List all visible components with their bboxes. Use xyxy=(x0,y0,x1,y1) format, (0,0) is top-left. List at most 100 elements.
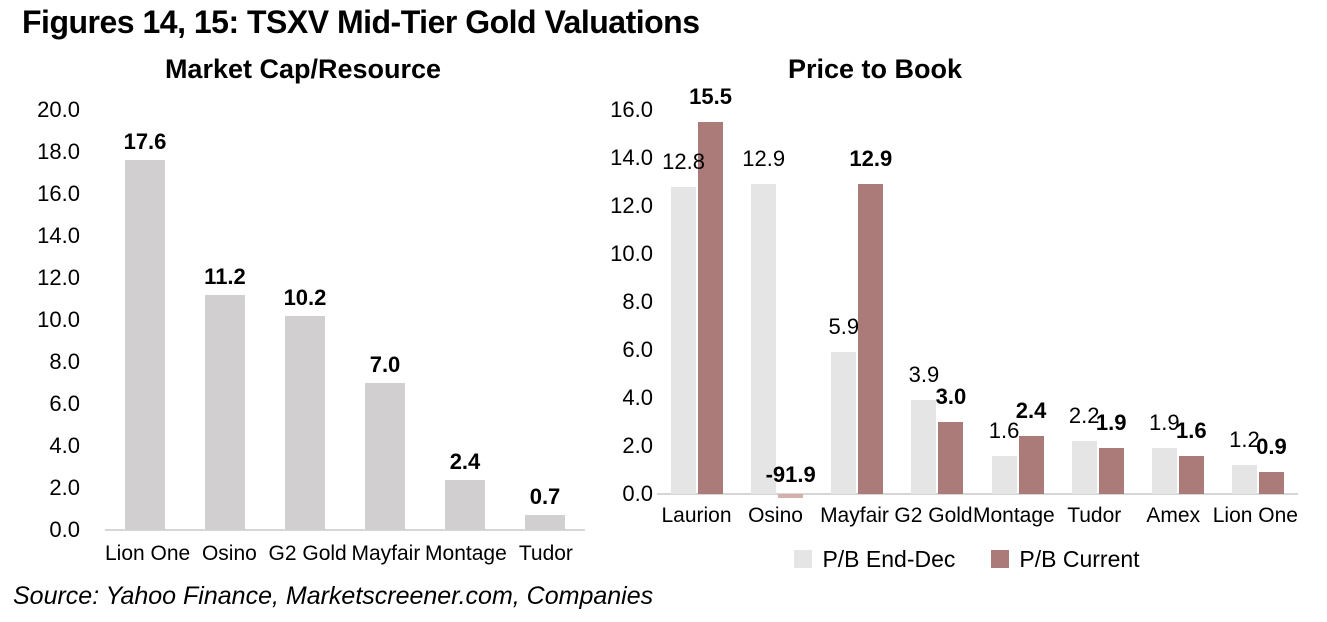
bar-value-label: 17.6 xyxy=(123,129,167,155)
y-axis-tick-label: 12.0 xyxy=(610,193,653,218)
x-category-label: Amex xyxy=(1146,504,1201,527)
bar-value-label: 0.9 xyxy=(1256,434,1287,460)
bar-market-cap-resource-lion-one xyxy=(124,160,165,530)
x-axis-line xyxy=(105,529,585,531)
legend: P/B End-Dec P/B Current xyxy=(657,546,1277,572)
y-axis-tick-label: 10.0 xyxy=(610,241,653,266)
bar-market-cap-resource-g2-gold xyxy=(284,315,325,530)
bar-value-label: 3.9 xyxy=(908,362,940,388)
x-category-label: G2 Gold xyxy=(268,542,347,565)
legend-swatch-icon xyxy=(794,550,813,568)
bar-p-b-end-dec-mayfair xyxy=(831,352,857,494)
x-category-label: Montage xyxy=(425,542,507,565)
bar-value-label: 12.9 xyxy=(742,146,786,172)
category-slot-tudor: 2.2 1.9 xyxy=(1058,110,1138,494)
market-cap-resource-chart: Market Cap/Resource 0.0 2.0 4.0 6.0 8.0 10.0 1… xyxy=(20,52,586,592)
bar-value-label: -91.9 xyxy=(765,462,816,487)
bar-market-cap-resource-osino xyxy=(204,294,245,530)
x-category-label: Montage xyxy=(973,504,1055,527)
bar-p-b-end-dec-tudor xyxy=(1071,441,1097,494)
y-axis-tick-label: 16.0 xyxy=(37,181,80,206)
x-axis-labels: Laurion Osino Mayfair G2 Gold Montage Tudor Am… xyxy=(657,504,1298,528)
category-slot-g2-gold: 3.9 3.0 xyxy=(897,110,977,494)
bar-value-label: 7.0 xyxy=(369,352,401,377)
bar-value-label: 2.2 xyxy=(1068,403,1100,429)
source-note: Source: Yahoo Finance, Marketscreener.co… xyxy=(13,582,654,610)
x-category-label: Tudor xyxy=(1067,504,1122,527)
category-slot-lion-one: 1.2 0.9 xyxy=(1218,110,1298,494)
plot-area: 0.0 2.0 4.0 6.0 8.0 10.0 12.0 14.0 16.0 18.0 20.0 1… xyxy=(37,97,585,542)
chart-title-price-to-book: Price to Book xyxy=(787,54,963,84)
bar-p-b-current-tudor xyxy=(1098,448,1124,494)
bar-value-label: 2.4 xyxy=(449,448,481,474)
price-to-book-chart: Price to Book 0.0 2.0 4.0 6.0 8.0 10.0 12.0 14.… xyxy=(600,52,1327,622)
bar-value-label: 1.9 xyxy=(1095,410,1127,436)
bar-p-b-current-montage xyxy=(1018,436,1044,494)
category-slot-osino: 12.9 -91.9 xyxy=(737,110,817,498)
y-axis-tick-label: 4.0 xyxy=(49,433,80,458)
bar-p-b-end-dec-laurion xyxy=(671,186,697,494)
x-category-label: Mayfair xyxy=(351,542,421,565)
category-slot-mayfair: 7.0 xyxy=(345,110,425,530)
legend-swatch-icon xyxy=(991,550,1010,568)
bar-market-cap-resource-mayfair xyxy=(364,383,405,530)
legend-item-p-b-end-dec: P/B End-Dec xyxy=(794,546,955,572)
x-category-label: Mayfair xyxy=(820,504,889,527)
y-axis-tick-label: 20.0 xyxy=(37,97,80,122)
bar-value-label: 1.6 xyxy=(1176,417,1207,443)
bar-value-label: 1.9 xyxy=(1149,410,1180,436)
category-slot-osino: 11.2 xyxy=(185,110,265,530)
y-axis-tick-label: 12.0 xyxy=(37,265,80,290)
y-axis-tick-label: 2.0 xyxy=(49,475,80,500)
category-slot-montage: 1.6 2.4 xyxy=(978,110,1058,494)
bar-value-label: 2.4 xyxy=(1015,398,1047,424)
y-axis-tick-label: 6.0 xyxy=(622,337,653,362)
y-axis-tick-label: 8.0 xyxy=(49,349,80,374)
bar-p-b-current-amex xyxy=(1178,455,1204,494)
x-category-label: Osino xyxy=(201,542,257,565)
bar-market-cap-resource-tudor xyxy=(524,515,565,530)
y-axis-tick-label: 0.0 xyxy=(49,517,80,542)
y-axis-tick-label: 14.0 xyxy=(610,145,653,170)
bar-p-b-end-dec-osino xyxy=(751,184,777,494)
x-category-label: G2 Gold xyxy=(894,504,973,527)
bar-p-b-current-osino xyxy=(778,494,804,498)
bar-value-label: 5.9 xyxy=(828,314,860,340)
category-slot-mayfair: 5.9 12.9 xyxy=(817,110,897,494)
bar-value-label: 10.2 xyxy=(283,284,327,310)
bar-value-label: 11.2 xyxy=(204,263,246,289)
bar-p-b-current-mayfair xyxy=(858,184,884,494)
x-category-label: Laurion xyxy=(661,504,732,527)
x-category-label: Lion One xyxy=(105,542,191,565)
bar-value-label: 12.9 xyxy=(849,146,893,172)
bar-value-label: 3.0 xyxy=(935,384,967,409)
figure-title: Figures 14, 15: TSXV Mid-Tier Gold Valua… xyxy=(22,4,700,40)
bar-value-label: 15.5 xyxy=(689,84,732,109)
y-axis-tick-label: 2.0 xyxy=(622,433,653,458)
bar-value-label: 12.8 xyxy=(662,148,705,174)
chart-title-market-cap-resource: Market Cap/Resource xyxy=(164,54,442,84)
x-category-label: Tudor xyxy=(518,542,573,565)
plot-area: 0.0 2.0 4.0 6.0 8.0 10.0 12.0 14.0 16.0 12.8 15.5 1… xyxy=(610,85,1298,506)
x-axis-line xyxy=(657,493,1298,495)
category-slot-tudor: 0.7 xyxy=(505,110,585,530)
y-axis-tick-label: 4.0 xyxy=(622,385,653,410)
y-axis-tick-label: 10.0 xyxy=(37,307,80,332)
bar-p-b-end-dec-amex xyxy=(1151,448,1177,494)
y-axis-tick-label: 6.0 xyxy=(49,391,80,416)
x-category-label: Lion One xyxy=(1212,504,1298,527)
legend-item-p-b-current: P/B Current xyxy=(991,546,1140,572)
category-slot-lion-one: 17.6 xyxy=(105,110,185,530)
category-slot-amex: 1.9 1.6 xyxy=(1138,110,1218,494)
category-slot-montage: 2.4 xyxy=(425,110,505,530)
x-category-label: Osino xyxy=(748,504,803,527)
x-axis-labels: Lion One Osino G2 Gold Mayfair Montage Tudor xyxy=(105,542,585,566)
bar-p-b-end-dec-montage xyxy=(991,455,1017,494)
bar-value-label: 1.6 xyxy=(988,417,1020,443)
bar-p-b-current-laurion xyxy=(698,122,724,494)
category-slot-laurion: 12.8 15.5 xyxy=(657,85,737,494)
bar-p-b-current-g2-gold xyxy=(938,422,964,494)
y-axis-tick-label: 8.0 xyxy=(622,289,653,314)
bar-value-label: 0.7 xyxy=(529,484,561,510)
